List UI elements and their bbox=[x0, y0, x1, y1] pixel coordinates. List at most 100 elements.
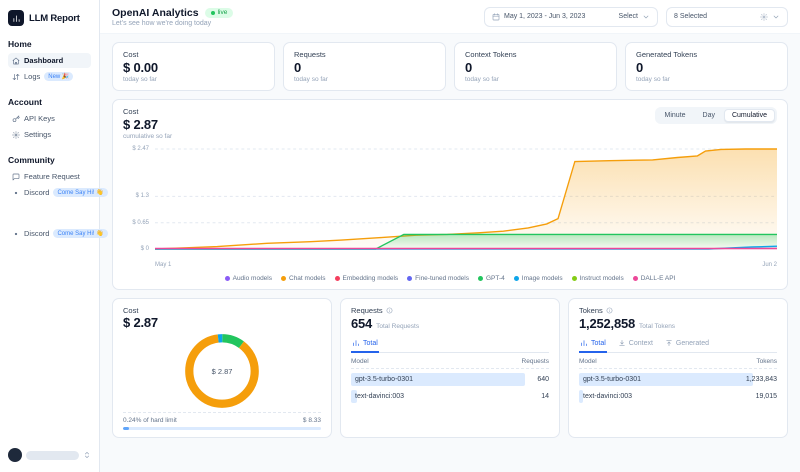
date-preset-label: Select bbox=[619, 13, 638, 20]
legend-label: Chat models bbox=[289, 275, 326, 282]
date-range-picker[interactable]: May 1, 2023 - Jun 3, 2023 Select bbox=[484, 7, 658, 27]
requests-table: Model Requests gpt-3.5-turbo-0301 640 tex… bbox=[351, 353, 549, 403]
chat-icon bbox=[12, 173, 20, 181]
toggle-cumulative[interactable]: Cumulative bbox=[724, 109, 775, 122]
sidebar-item-label: Logs bbox=[24, 72, 40, 81]
column-value: Tokens bbox=[756, 358, 777, 365]
username-skeleton bbox=[26, 451, 79, 460]
sidebar-section-home: Home Dashboard Logs New 🎉 bbox=[8, 39, 91, 84]
x-axis: May 1 Jun 2 bbox=[123, 262, 777, 268]
stats-row: Cost $ 0.00 today so far Requests 0 toda… bbox=[112, 42, 788, 91]
requests-tabs: Total bbox=[351, 337, 549, 353]
row-model: gpt-3.5-turbo-0301 bbox=[351, 376, 413, 383]
avatar bbox=[8, 448, 22, 462]
sidebar-item-label: Discord bbox=[24, 188, 49, 197]
legend-dot bbox=[633, 276, 638, 281]
stat-label: Context Tokens bbox=[465, 50, 606, 59]
column-value: Requests bbox=[522, 358, 549, 365]
page-subtitle: Let's see how we're doing today bbox=[112, 20, 233, 27]
sidebar-item-api-keys[interactable]: API Keys bbox=[8, 111, 91, 126]
app-logo[interactable]: LLM Report bbox=[8, 10, 91, 26]
sidebar-section-label: Account bbox=[8, 97, 91, 107]
table-row: gpt-3.5-turbo-0301 640 bbox=[351, 373, 549, 386]
sidebar-item-badge: New 🎉 bbox=[44, 72, 73, 81]
upload-icon bbox=[665, 339, 673, 347]
tokens-card: Tokens 1,252,858 Total Tokens TotalConte… bbox=[568, 298, 788, 438]
y-tick-label: $ 0 bbox=[141, 246, 149, 252]
gear-icon bbox=[12, 131, 20, 139]
live-badge: live bbox=[205, 8, 234, 18]
stat-value: 0 bbox=[294, 60, 435, 75]
table-row: text-davinci:003 14 bbox=[351, 390, 549, 403]
row-value: 1,233,843 bbox=[746, 376, 777, 383]
column-model: Model bbox=[351, 358, 369, 365]
sidebar-item-logs[interactable]: Logs New 🎉 bbox=[8, 69, 91, 84]
tab-context[interactable]: Context bbox=[617, 337, 654, 353]
calendar-icon bbox=[492, 13, 500, 21]
stat-card-requests: Requests 0 today so far bbox=[283, 42, 446, 91]
tab-generated[interactable]: Generated bbox=[664, 337, 710, 353]
gear-icon bbox=[760, 13, 768, 21]
sidebar-item-feature-request[interactable]: Feature Request bbox=[8, 169, 91, 184]
user-menu[interactable] bbox=[8, 448, 91, 462]
tab-total[interactable]: Total bbox=[579, 337, 607, 353]
tab-total[interactable]: Total bbox=[351, 337, 379, 353]
stat-value: 0 bbox=[636, 60, 777, 75]
cost-chart-card: Cost $ 2.87 cumulative so far MinuteDayC… bbox=[112, 99, 788, 290]
sidebar-item-dashboard[interactable]: Dashboard bbox=[8, 53, 91, 68]
row-model: gpt-3.5-turbo-0301 bbox=[579, 376, 641, 383]
sidebar-section-label: Home bbox=[8, 39, 91, 49]
content: Cost $ 0.00 today so far Requests 0 toda… bbox=[100, 34, 800, 446]
chart-sub: cumulative so far bbox=[123, 133, 172, 140]
stat-card-context-tokens: Context Tokens 0 today so far bbox=[454, 42, 617, 91]
sidebar-item-settings[interactable]: Settings bbox=[8, 127, 91, 142]
models-select[interactable]: 8 Selected bbox=[666, 7, 788, 27]
legend-label: DALL-E API bbox=[641, 275, 676, 282]
info-icon[interactable] bbox=[386, 307, 393, 314]
tokens-total-sub: Total Tokens bbox=[639, 323, 675, 330]
toggle-day[interactable]: Day bbox=[695, 109, 723, 122]
sidebar-item-discord[interactable]: DiscordCome Say Hi! 👋 bbox=[8, 226, 91, 241]
legend-dot bbox=[225, 276, 230, 281]
tab-label: Generated bbox=[676, 340, 709, 347]
x-label-end: Jun 2 bbox=[762, 262, 777, 268]
dot-icon bbox=[12, 189, 20, 197]
chart-legend: Audio modelsChat modelsEmbedding modelsF… bbox=[123, 275, 777, 282]
info-icon[interactable] bbox=[606, 307, 613, 314]
range-toggle: MinuteDayCumulative bbox=[655, 107, 777, 124]
page-header: OpenAI Analytics live Let's see how we'r… bbox=[100, 0, 800, 34]
stat-label: Cost bbox=[123, 50, 264, 59]
sidebar-item-label: API Keys bbox=[24, 114, 55, 123]
tokens-tabs: Total Context Generated bbox=[579, 337, 777, 353]
stat-sub: today so far bbox=[465, 76, 606, 83]
legend-item-instruct-models: Instruct models bbox=[572, 275, 624, 282]
tokens-table: ModelTokens gpt-3.5-turbo-0301 1,233,843… bbox=[579, 353, 777, 403]
bar-chart-icon bbox=[12, 14, 21, 23]
bars-icon bbox=[352, 339, 360, 347]
logo-mark bbox=[8, 10, 24, 26]
tab-label: Total bbox=[591, 340, 606, 347]
date-range-text: May 1, 2023 - Jun 3, 2023 bbox=[504, 13, 585, 20]
stat-value: $ 0.00 bbox=[123, 60, 264, 75]
cost-card-label: Cost bbox=[123, 306, 138, 315]
page-title: OpenAI Analytics bbox=[112, 7, 199, 19]
cost-card-value: $ 2.87 bbox=[123, 315, 321, 330]
legend-item-chat-models: Chat models bbox=[281, 275, 326, 282]
sidebar-item-label: Dashboard bbox=[24, 56, 63, 65]
table-row: text-davinci:003 19,015 bbox=[579, 390, 777, 403]
requests-total: 654 bbox=[351, 316, 372, 331]
legend-label: Audio models bbox=[233, 275, 272, 282]
stat-card-generated-tokens: Generated Tokens 0 today so far bbox=[625, 42, 788, 91]
sidebar-item-discord[interactable]: DiscordCome Say Hi! 👋 bbox=[8, 185, 91, 200]
y-axis: $ 2.47$ 1.3$ 0.65$ 0 bbox=[123, 144, 152, 260]
legend-item-image-models: Image models bbox=[514, 275, 563, 282]
toggle-minute[interactable]: Minute bbox=[657, 109, 694, 122]
row-value: 640 bbox=[537, 376, 549, 383]
sidebar-section-label: Community bbox=[8, 155, 91, 165]
sidebar-sections: Home Dashboard Logs New 🎉 Account API Keys Set… bbox=[8, 39, 91, 241]
home-icon bbox=[12, 57, 20, 65]
requests-total-sub: Total Requests bbox=[376, 323, 419, 330]
tab-label: Context bbox=[629, 340, 653, 347]
sidebar: LLM Report Home Dashboard Logs New 🎉 Account… bbox=[0, 0, 100, 472]
chart-label: Cost bbox=[123, 107, 172, 116]
